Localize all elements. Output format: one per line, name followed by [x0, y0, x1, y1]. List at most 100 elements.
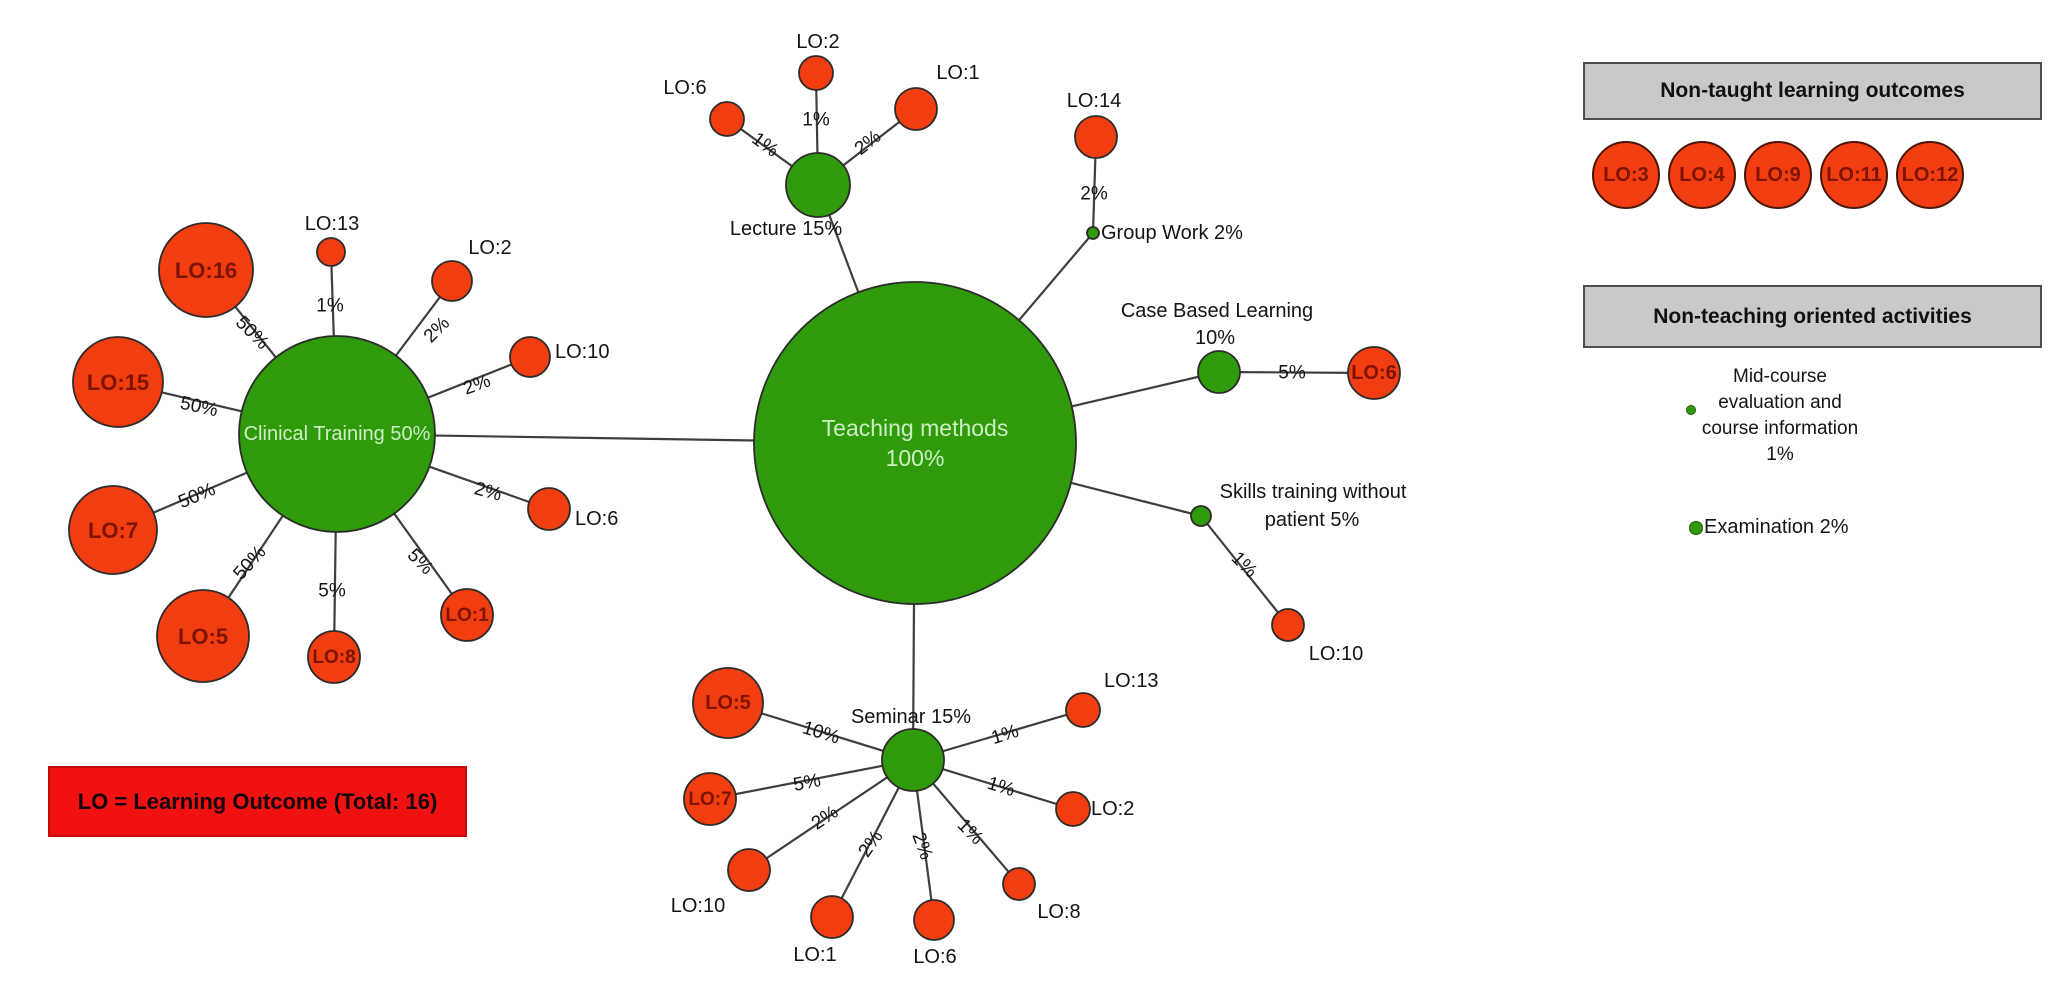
node-lecture: [785, 152, 851, 218]
diagram-label-2: LO:2: [796, 31, 839, 53]
diagram-label-21: LO:6: [575, 508, 618, 530]
diagram-label-25: 2%: [1080, 184, 1108, 205]
non-taught-legend-circles: LO:3 LO:4 LO:9 LO:11 LO:12: [1592, 141, 1964, 209]
diagram-label-12: LO:10: [671, 895, 725, 917]
diagram-label-16: LO:2: [1091, 798, 1134, 820]
examination-label: Examination 2%: [1704, 516, 1849, 538]
legend-circle-lo4: LO:4: [1668, 141, 1736, 209]
diagram-label-14: LO:6: [913, 946, 956, 968]
node-clinical-lo7: [68, 485, 158, 575]
node-seminar-lo2: [1055, 791, 1091, 827]
mid-course-line-3: course information: [1701, 418, 1859, 439]
mid-course-line-4: 1%: [1766, 444, 1794, 465]
diagram-label-18: LO:13: [305, 213, 359, 235]
mid-course-dot-icon: [1686, 405, 1696, 415]
node-seminar-lo10: [727, 848, 771, 892]
node-cbl-lo6: [1347, 346, 1401, 400]
diagram-label-29: 5%: [792, 770, 823, 796]
edge-skills-training-skills-lo10: [1200, 515, 1289, 626]
mid-course-line-2: evaluation and: [1718, 392, 1842, 413]
legend-circle-lo12: LO:12: [1896, 141, 1964, 209]
diagram-label-7: 10%: [1195, 327, 1235, 349]
node-label-clinical-lo5: LO:5: [178, 624, 228, 649]
diagram-label-23: 1%: [802, 110, 830, 131]
diagram-label-5: Group Work 2%: [1101, 222, 1243, 244]
diagram-label-26: 5%: [1278, 363, 1306, 384]
diagram-label-11: Seminar 15%: [851, 706, 971, 728]
diagram-label-19: LO:2: [468, 237, 511, 259]
node-skills-lo10: [1271, 608, 1305, 642]
diagram-label-0: Lecture 15%: [730, 218, 843, 240]
legend-circle-lo9: LO:9: [1744, 141, 1812, 209]
node-clinical-lo5: [156, 589, 250, 683]
node-seminar-lo1: [810, 895, 854, 939]
node-label-clinical-lo1: LO:1: [445, 605, 489, 626]
diagram-label-13: LO:1: [793, 944, 836, 966]
non-taught-legend-title: Non-taught learning outcomes: [1583, 62, 2042, 120]
node-seminar-lo7: [683, 772, 737, 826]
diagram-label-42: 2%: [472, 478, 504, 505]
node-label-seminar-lo7: LO:7: [688, 789, 731, 810]
edge-seminar-seminar-lo7: [709, 758, 914, 801]
node-label-cbl-lo6: LO:6: [1351, 362, 1397, 384]
diagram-label-35: 1%: [989, 721, 1022, 749]
node-clinical-lo8: [307, 630, 361, 684]
node-label-teaching-methods: Teaching methods 100%: [822, 415, 1009, 471]
node-label-clinical-lo16: LO:16: [175, 258, 237, 283]
diagram-label-4: LO:14: [1067, 90, 1121, 112]
diagram-label-40: 2%: [461, 370, 494, 399]
diagram-label-44: 5%: [318, 581, 346, 602]
node-seminar-lo5: [692, 667, 764, 739]
diagram-label-43: 50%: [229, 542, 270, 584]
diagram-label-31: 2%: [855, 827, 888, 862]
node-clinical-lo10: [509, 336, 551, 378]
diagram-label-32: 2%: [907, 830, 936, 863]
diagram-label-10: LO:10: [1309, 643, 1363, 665]
node-lecture-lo2: [798, 55, 834, 91]
diagram-label-41: 50%: [175, 479, 218, 513]
node-clinical-lo1: [440, 588, 494, 642]
node-seminar-lo13: [1065, 692, 1101, 728]
legend-circle-lo11: LO:11: [1820, 141, 1888, 209]
legend-circle-lo3: LO:3: [1592, 141, 1660, 209]
diagram-label-30: 2%: [808, 802, 843, 835]
mid-course-line-1: Mid-course: [1733, 366, 1827, 387]
diagram-label-45: 5%: [403, 545, 437, 579]
node-label-clinical-lo15: LO:15: [87, 370, 149, 395]
note-box: LO = Learning Outcome (Total: 16): [48, 766, 467, 837]
node-seminar-lo8: [1002, 867, 1036, 901]
node-clinical-lo15: [72, 336, 164, 428]
diagram-label-37: 1%: [316, 296, 344, 317]
diagram-label-39: 50%: [178, 393, 220, 421]
diagram-label-9: patient 5%: [1265, 509, 1360, 531]
diagram-label-8: Skills training without: [1220, 481, 1407, 503]
diagram-label-20: LO:10: [555, 341, 609, 363]
node-lecture-lo6: [709, 101, 745, 137]
node-clinical-training: [238, 335, 436, 533]
node-label-clinical-training: Clinical Training 50%: [244, 423, 431, 445]
diagram-label-27: 1%: [1227, 548, 1261, 582]
diagram-label-15: LO:8: [1037, 901, 1080, 923]
node-clinical-lo16: [158, 222, 254, 318]
edge-seminar-seminar-lo10: [748, 759, 914, 871]
non-teaching-legend-title: Non-teaching oriented activities: [1583, 285, 2042, 348]
node-case-based-learning: [1197, 350, 1241, 394]
node-clinical-lo2: [431, 260, 473, 302]
node-seminar: [881, 728, 945, 792]
node-skills-training: [1190, 505, 1212, 527]
diagram-label-3: LO:1: [936, 62, 979, 84]
node-label-clinical-lo7: LO:7: [88, 518, 138, 543]
node-clinical-lo13: [316, 237, 346, 267]
node-clinical-lo6: [527, 487, 571, 531]
node-label-clinical-lo8: LO:8: [312, 647, 355, 668]
diagram-label-33: 1%: [953, 815, 987, 849]
node-group-work: [1086, 226, 1100, 240]
mid-course-label: Mid-course evaluation and course informa…: [1650, 364, 1910, 468]
node-teaching-methods: [753, 281, 1077, 605]
node-label-seminar-lo5: LO:5: [705, 692, 751, 714]
diagram-label-34: 1%: [985, 773, 1018, 801]
diagram-label-6: Case Based Learning: [1121, 300, 1313, 322]
diagram-label-1: LO:6: [663, 77, 706, 99]
